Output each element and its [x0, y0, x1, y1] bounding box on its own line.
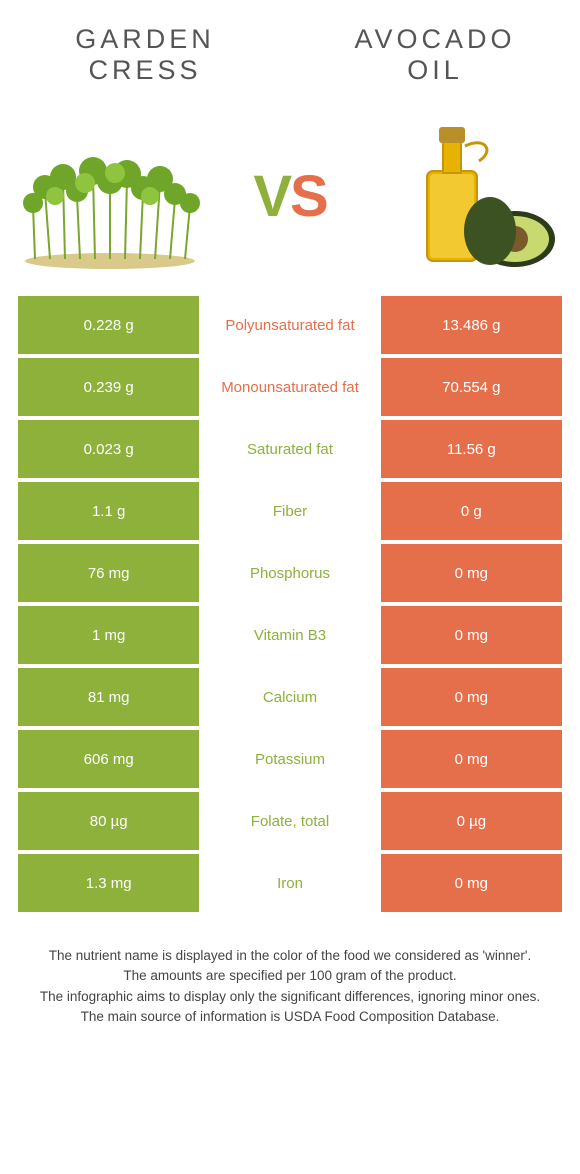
header-left-line2: CRESS — [0, 55, 290, 86]
right-value: 0 mg — [381, 730, 562, 788]
table-row: 80 µgFolate, total0 µg — [18, 792, 562, 850]
nutrient-name: Saturated fat — [199, 420, 380, 478]
left-value: 1 mg — [18, 606, 199, 664]
nutrient-name: Vitamin B3 — [199, 606, 380, 664]
table-row: 1.1 gFiber0 g — [18, 482, 562, 540]
footnote-line: The amounts are specified per 100 gram o… — [28, 966, 552, 986]
right-value: 70.554 g — [381, 358, 562, 416]
footnote-line: The infographic aims to display only the… — [28, 987, 552, 1007]
nutrient-name: Potassium — [199, 730, 380, 788]
left-value: 81 mg — [18, 668, 199, 726]
table-row: 0.239 gMonounsaturated fat70.554 g — [18, 358, 562, 416]
header-right-line2: OIL — [290, 55, 580, 86]
table-row: 0.228 gPolyunsaturated fat13.486 g — [18, 296, 562, 354]
right-value: 0 µg — [381, 792, 562, 850]
left-value: 1.3 mg — [18, 854, 199, 912]
table-row: 1.3 mgIron0 mg — [18, 854, 562, 912]
left-value: 606 mg — [18, 730, 199, 788]
right-value: 0 mg — [381, 854, 562, 912]
left-value: 0.023 g — [18, 420, 199, 478]
table-row: 76 mgPhosphorus0 mg — [18, 544, 562, 602]
table-row: 606 mgPotassium0 mg — [18, 730, 562, 788]
images-row: VS — [0, 110, 580, 282]
nutrient-name: Fiber — [199, 482, 380, 540]
footnotes: The nutrient name is displayed in the co… — [28, 946, 552, 1027]
left-value: 0.228 g — [18, 296, 199, 354]
nutrient-name: Iron — [199, 854, 380, 912]
left-value: 80 µg — [18, 792, 199, 850]
avocado-oil-image — [370, 121, 570, 271]
vs-v: V — [253, 164, 290, 229]
header-right-line1: AVOCADO — [290, 24, 580, 55]
right-value: 0 g — [381, 482, 562, 540]
left-value: 76 mg — [18, 544, 199, 602]
garden-cress-image — [10, 121, 210, 271]
left-value: 0.239 g — [18, 358, 199, 416]
vs-badge: VS — [253, 163, 326, 230]
table-row: 81 mgCalcium0 mg — [18, 668, 562, 726]
right-value: 11.56 g — [381, 420, 562, 478]
right-value: 13.486 g — [381, 296, 562, 354]
right-value: 0 mg — [381, 544, 562, 602]
footnote-line: The main source of information is USDA F… — [28, 1007, 552, 1027]
left-value: 1.1 g — [18, 482, 199, 540]
table-row: 1 mgVitamin B30 mg — [18, 606, 562, 664]
footnote-line: The nutrient name is displayed in the co… — [28, 946, 552, 966]
nutrient-name: Calcium — [199, 668, 380, 726]
comparison-table: 0.228 gPolyunsaturated fat13.486 g0.239 … — [18, 296, 562, 912]
nutrient-name: Folate, total — [199, 792, 380, 850]
header: GARDEN CRESS AVOCADO OIL — [0, 0, 580, 110]
header-left-line1: GARDEN — [0, 24, 290, 55]
nutrient-name: Phosphorus — [199, 544, 380, 602]
nutrient-name: Polyunsaturated fat — [199, 296, 380, 354]
right-value: 0 mg — [381, 668, 562, 726]
vs-s: S — [290, 164, 327, 229]
nutrient-name: Monounsaturated fat — [199, 358, 380, 416]
header-left: GARDEN CRESS — [0, 24, 290, 86]
header-right: AVOCADO OIL — [290, 24, 580, 86]
right-value: 0 mg — [381, 606, 562, 664]
table-row: 0.023 gSaturated fat11.56 g — [18, 420, 562, 478]
